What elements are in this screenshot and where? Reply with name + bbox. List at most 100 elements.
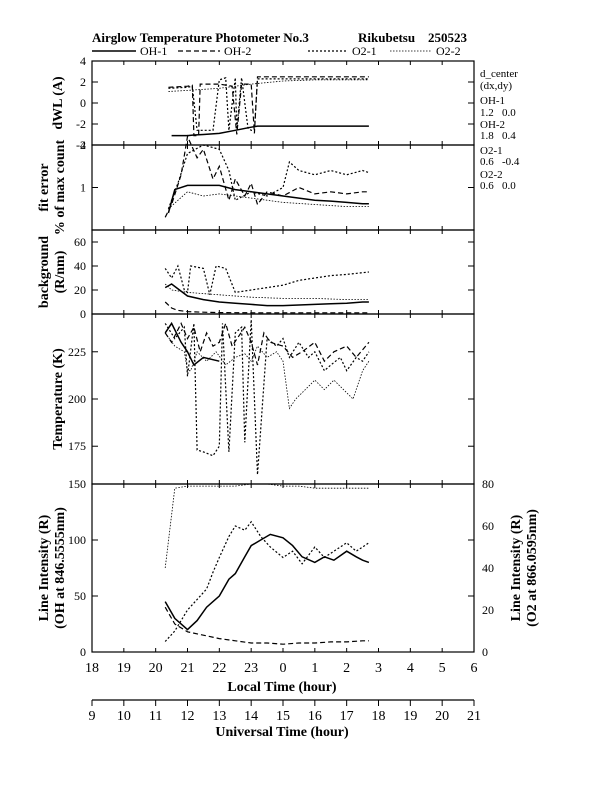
y-tick-label: 200 [68,392,86,406]
y-tick-label: 60 [74,235,86,249]
side-note-values-o22: 0.6 0.0 [480,180,516,192]
panel-dwl: -4 -2 0 2 4 dWL (A) [51,54,475,152]
panel-frame-line_intensity [91,483,475,653]
site-name: Rikubetsu [358,30,415,45]
universal-time-axis-label: Universal Time (hour) [215,725,349,740]
series-line-oh1 [171,125,369,137]
universal-time-tick-label: 18 [372,709,386,724]
legend: OH-1 OH-2 O2-1 O2-2 [92,44,461,58]
legend-label-oh2: OH-2 [224,44,251,58]
local-time-axis: 18 19 20 21 22 23 0 1 2 3 4 5 6 [85,661,478,676]
series-line-o21 [168,76,369,131]
local-time-tick-label: 5 [439,661,446,676]
universal-time-tick-label: 10 [117,709,131,724]
panel-fit_error: 1 2 fit error% of max count [37,134,475,236]
right-axis-label: Line Intensity (R) [509,514,524,621]
series-line-oh1 [167,184,369,214]
side-note-name-o22: O2-2 [480,169,503,181]
panel-background: 0 20 40 60 background (R/nm) [37,229,475,321]
y-right-tick-label: 60 [482,519,494,533]
series-line-oh1 [164,283,369,307]
y-tick-label: -2 [76,117,86,131]
y-tick-label: -4 [76,138,86,152]
series-line-o22 [164,483,369,569]
series-line-oh2 [164,606,369,645]
side-note-values-oh1: 1.2 0.0 [480,107,516,119]
observation-date: 250523 [428,30,468,45]
y-tick-label: 0 [80,96,86,110]
series-line-oh1 [164,533,370,631]
side-note-name-oh2: OH-2 [480,119,505,131]
local-time-tick-label: 3 [375,661,382,676]
y-tick-label: 2 [80,75,86,89]
y-right-tick-label: 20 [482,603,494,617]
y-tick-label: 20 [74,283,86,297]
y-tick-label: 1 [80,181,86,195]
y-tick-label: 40 [74,259,86,273]
series-line-o22 [168,79,369,92]
side-note-values-oh2: 1.8 0.4 [480,130,516,142]
y-axis-label-2: % of max count [53,140,68,236]
series-line-o21 [164,264,369,295]
y-tick-label: 0 [80,645,86,659]
local-time-tick-label: 23 [244,661,258,676]
side-note-name-o21: O2-1 [480,145,503,157]
universal-time-tick-label: 9 [89,709,96,724]
figure-title: Airglow Temperature Photometer No.3 [92,30,309,45]
y-axis-label: dWL (A) [51,76,66,130]
local-time-tick-label: 2 [343,661,350,676]
legend-label-o22: O2-2 [436,44,461,58]
y-right-tick-label: 0 [482,645,488,659]
side-notes-heading: d_center [480,68,518,80]
y-axis-label-2: (OH at 846.5555nm) [53,507,68,629]
side-notes-subheading: (dx,dy) [480,80,512,92]
series-line-o22 [164,332,370,410]
y-tick-label: 2 [80,138,86,152]
legend-label-o21: O2-1 [352,44,377,58]
y-tick-label: 0 [80,307,86,321]
local-time-tick-label: 20 [149,661,163,676]
panel-frame-background [91,229,475,315]
y-axis-label: fit error [37,163,52,211]
universal-time-tick-label: 12 [181,709,195,724]
series-line-o22 [168,191,369,210]
universal-time-axis: 9 10 11 12 13 14 15 16 17 18 19 20 21 [89,699,481,724]
y-tick-label: 175 [68,439,86,453]
universal-time-tick-label: 11 [149,709,162,724]
series-line-oh2 [164,321,370,366]
series-line-oh2 [164,134,369,218]
y-axis-label: Temperature (K) [51,348,66,450]
universal-time-tick-label: 13 [212,709,226,724]
side-note-name-oh1: OH-1 [480,95,505,107]
universal-time-tick-label: 20 [435,709,449,724]
y-tick-label: 225 [68,345,86,359]
series-line-o21 [164,319,370,475]
panel-frame-fit_error [91,144,475,231]
local-time-tick-label: 21 [181,661,195,676]
universal-time-tick-label: 14 [244,709,258,724]
local-time-axis-label: Local Time (hour) [227,680,336,695]
y-right-tick-label: 80 [482,477,494,491]
right-axis-label-2: (O2 at 866.0595nm) [525,509,540,627]
side-note-values-o21: 0.6 -0.4 [480,156,520,168]
local-time-tick-label: 19 [117,661,131,676]
y-right-tick-label: 40 [482,561,494,575]
y-tick-label: 150 [68,477,86,491]
panel-frame-dwl [91,60,475,146]
local-time-tick-label: 6 [471,661,478,676]
series-line-oh2 [164,301,369,314]
universal-time-tick-label: 21 [467,709,481,724]
series-line-oh2 [168,76,369,137]
side-notes: d_center (dx,dy) OH-1 1.2 0.0 OH-2 1.8 0… [480,68,520,192]
universal-time-tick-label: 19 [403,709,417,724]
local-time-tick-label: 1 [311,661,318,676]
y-tick-label: 50 [74,589,86,603]
local-time-tick-label: 18 [85,661,99,676]
y-axis-label-2: (R/nm) [53,250,68,293]
y-tick-label: 4 [80,54,86,68]
y-axis-label: background [37,236,52,308]
